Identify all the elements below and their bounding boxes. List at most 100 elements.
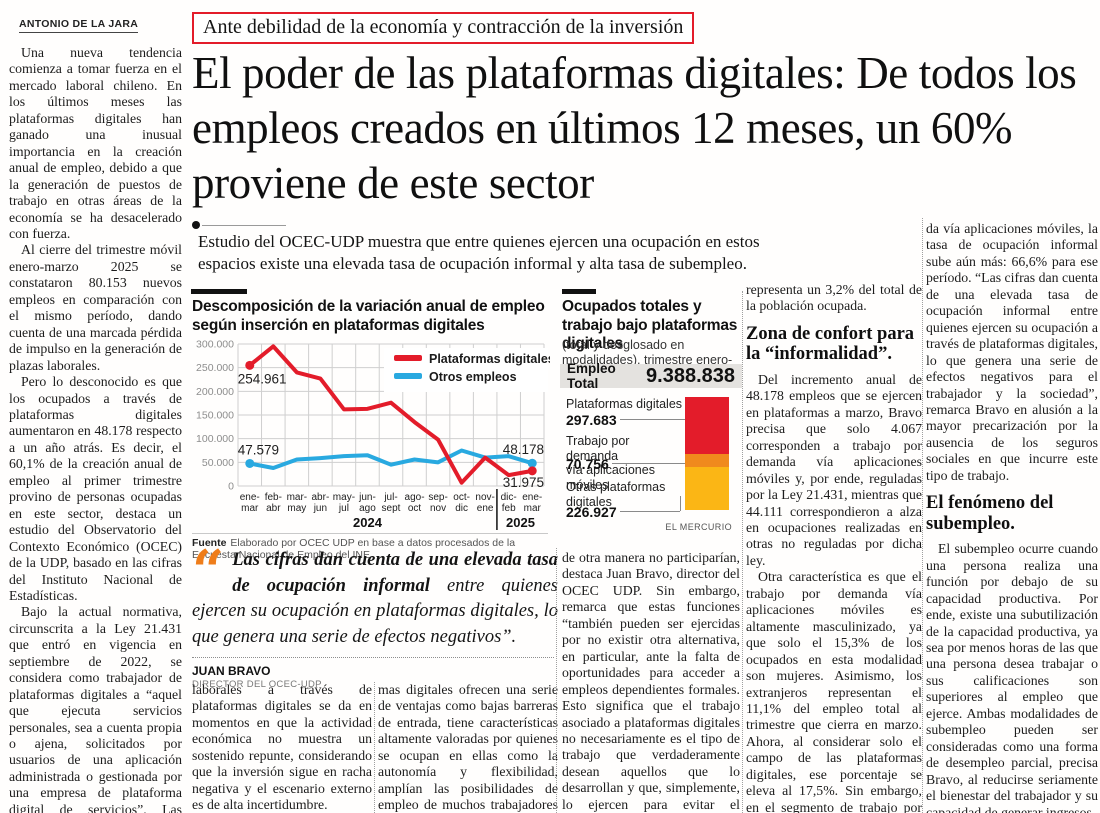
byline: ANTONIO DE LA JARA — [19, 14, 139, 33]
svg-text:sept: sept — [382, 503, 401, 514]
segment-value: 297.683 — [566, 412, 617, 428]
svg-text:nov-: nov- — [475, 492, 494, 503]
svg-text:254.961: 254.961 — [238, 371, 287, 386]
segment-value: 70.756 — [566, 456, 609, 472]
chart-title: Descomposición de la variación anual de … — [192, 298, 545, 334]
segment-label-line1: Otras plataformas — [566, 480, 666, 494]
segment-value: 226.927 — [566, 504, 617, 520]
paragraph: Al cierre del trimestre móvil enero-marz… — [9, 242, 182, 373]
paragraph: da vía aplicaciones móviles, la tasa de … — [926, 221, 1098, 483]
bar-segment-demanda — [685, 454, 729, 467]
section-tick — [191, 289, 247, 294]
column-5: representa un 3,2% del total de la pobla… — [746, 282, 922, 813]
rule-line — [202, 224, 286, 226]
quote-bold: Las cifras dan cuenta de una elevada tas… — [232, 550, 558, 596]
svg-text:abr-: abr- — [311, 492, 329, 503]
column-4: de otra manera no participarían, destaca… — [562, 550, 740, 813]
connector-line — [612, 463, 685, 464]
connector-line — [620, 511, 680, 512]
svg-text:nov: nov — [430, 503, 446, 514]
svg-text:dic: dic — [455, 503, 468, 514]
kicker-text: Ante debilidad de la economía y contracc… — [192, 12, 695, 44]
deck: Estudio del OCEC-UDP muestra que entre q… — [198, 232, 760, 273]
column-divider — [556, 548, 557, 813]
svg-text:ene-: ene- — [522, 492, 542, 503]
svg-text:Otros empleos: Otros empleos — [429, 370, 517, 384]
paragraph: Pero lo desconocido es que los ocupados … — [9, 374, 182, 603]
svg-text:48.178: 48.178 — [503, 442, 544, 457]
svg-text:ene: ene — [477, 503, 494, 514]
bar-segment-otras — [685, 467, 729, 510]
svg-text:150.000: 150.000 — [196, 410, 234, 422]
segment-label: Otras plataformas digitales — [566, 480, 684, 509]
stacked-bar-panel: Plataformas digitales 297.683 Trabajo po… — [560, 390, 742, 532]
paragraph: Del incremento anual de 48.178 empleos q… — [746, 371, 922, 568]
svg-text:feb: feb — [502, 503, 516, 514]
svg-text:oct: oct — [408, 503, 422, 514]
paragraph: de otra manera no participarían, destaca… — [562, 550, 740, 812]
quote-rest: entre quienes ejercen su ocupación en pl… — [192, 575, 559, 647]
line-chart: 300.000 250.000 200.000 150.000 100.000 50.00… — [192, 336, 555, 534]
paragraph: Bajo la actual normativa, circunscrita a… — [9, 604, 182, 813]
quote-rule — [192, 657, 554, 658]
line-chart-svg: 300.000 250.000 200.000 150.000 100.000 50.00… — [196, 339, 555, 530]
svg-text:mar: mar — [524, 503, 542, 514]
column-2: laborales a través de plataformas digita… — [192, 682, 372, 813]
column-1: Una nueva tendencia comienza a tomar fue… — [9, 45, 182, 813]
paragraph: representa un 3,2% del total de la pobla… — [746, 282, 922, 314]
panel-title: Ocupados totales y trabajo bajo platafor… — [562, 298, 738, 352]
svg-text:oct-: oct- — [453, 492, 470, 503]
column-divider — [922, 218, 923, 813]
total-value: 9.388.838 — [646, 364, 735, 387]
bullet-icon — [192, 221, 200, 230]
svg-text:0: 0 — [228, 481, 234, 493]
quote-mark-icon: “ — [192, 538, 225, 604]
column-3: mas digitales ofrecen una serie de venta… — [378, 682, 558, 813]
chart-source: Fuente Elaborado por OCEC UDP en base a d… — [192, 533, 548, 561]
svg-text:Plataformas digitales: Plataformas digitales — [429, 352, 550, 366]
svg-text:sep-: sep- — [428, 492, 447, 503]
svg-text:dic-: dic- — [501, 492, 517, 503]
paragraph: Otra característica es que el trabajo po… — [746, 569, 922, 813]
paragraph: El subempleo ocurre cuando una persona r… — [926, 541, 1098, 813]
svg-text:abr: abr — [266, 503, 281, 514]
source-text: Elaborado por OCEC UDP en base a datos p… — [192, 537, 516, 561]
svg-text:2025: 2025 — [506, 515, 535, 530]
paragraph: Una nueva tendencia comienza a tomar fue… — [9, 45, 182, 241]
svg-text:50.000: 50.000 — [202, 457, 234, 469]
paragraph: laborales a través de plataformas digita… — [192, 682, 372, 813]
svg-text:ene-: ene- — [240, 492, 260, 503]
svg-text:jul: jul — [338, 503, 349, 514]
quote-author: JUAN BRAVO — [192, 664, 271, 678]
stacked-bar — [685, 397, 729, 510]
svg-text:may: may — [287, 503, 306, 514]
svg-text:feb-: feb- — [265, 492, 282, 503]
headline-rule — [192, 216, 286, 234]
svg-text:300.000: 300.000 — [196, 339, 234, 351]
total-label: Empleo Total — [567, 361, 616, 391]
headline: El poder de las plataformas digitales: D… — [192, 48, 1077, 208]
connector-line — [620, 419, 685, 420]
total-box: Empleo Total 9.388.838 — [560, 361, 742, 391]
svg-text:100.000: 100.000 — [196, 433, 234, 445]
column-divider — [742, 291, 743, 813]
svg-text:jul-: jul- — [383, 492, 397, 503]
svg-text:jun-: jun- — [358, 492, 376, 503]
byline-text: ANTONIO DE LA JARA — [19, 18, 139, 33]
svg-text:may-: may- — [333, 492, 355, 503]
segment-label: Plataformas digitales — [566, 397, 683, 411]
svg-text:mar: mar — [241, 503, 259, 514]
svg-text:jun: jun — [313, 503, 327, 514]
svg-text:200.000: 200.000 — [196, 386, 234, 398]
section-tick — [562, 289, 596, 294]
kicker: Ante debilidad de la economía y contracc… — [192, 12, 695, 44]
svg-text:31.975: 31.975 — [503, 475, 544, 490]
svg-text:250.000: 250.000 — [196, 362, 234, 374]
segment-label-line1: Trabajo por demanda — [566, 434, 630, 463]
svg-text:47.579: 47.579 — [238, 442, 279, 457]
svg-text:mar-: mar- — [287, 492, 308, 503]
segment-label-line2: digitales — [566, 494, 612, 509]
quote-author-role: DIRECTOR DEL OCEC-UDP — [192, 679, 322, 690]
source-label: Fuente — [192, 537, 227, 549]
quote-text: “Las cifras dan cuenta de una elevada ta… — [192, 538, 559, 650]
